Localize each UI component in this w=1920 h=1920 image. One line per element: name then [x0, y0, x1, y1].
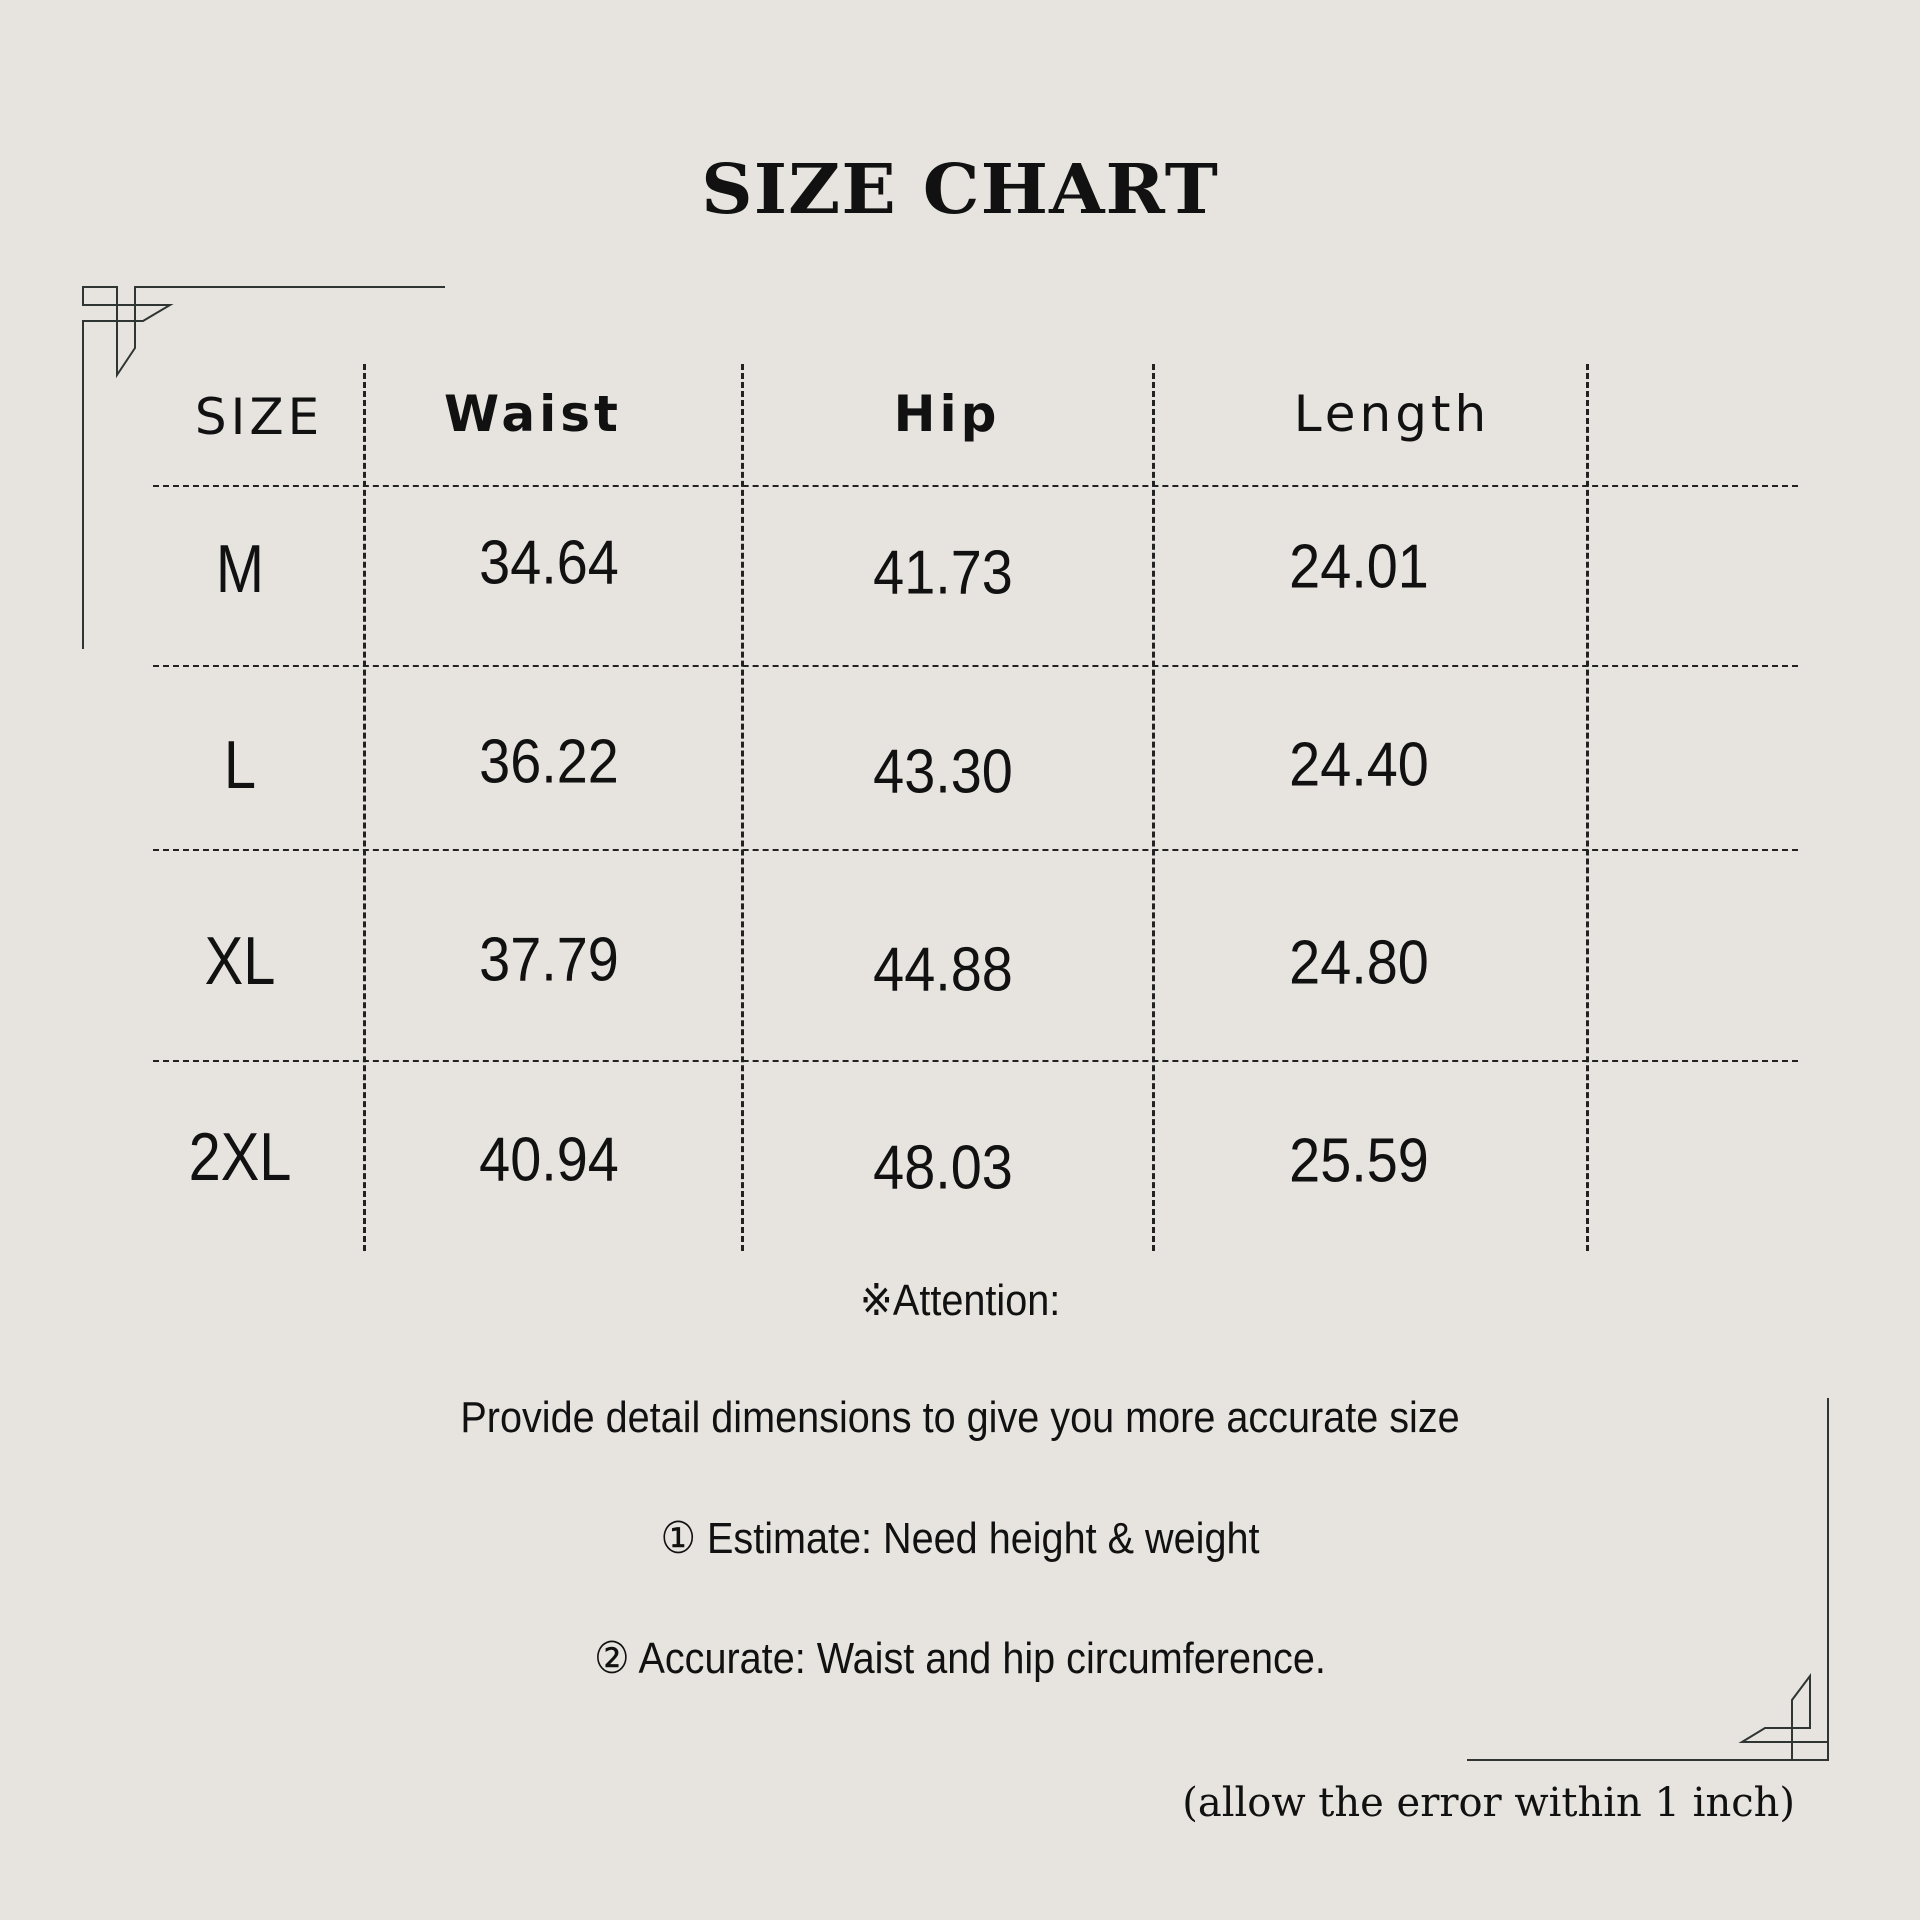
size-cell: M [215, 531, 265, 607]
column-divider [741, 364, 744, 1251]
length-cell: 25.59 [1289, 1126, 1429, 1196]
size-cell: 2XL [188, 1119, 292, 1195]
top-left-ornament-icon [82, 286, 445, 649]
page-title: SIZE CHART [701, 150, 1219, 230]
row-divider [153, 665, 1798, 667]
header-waist: Waist [444, 385, 622, 443]
header-length: Length [1293, 385, 1491, 443]
waist-cell: 34.64 [479, 528, 619, 598]
attention-heading: ※Attention: [859, 1276, 1061, 1325]
waist-cell: 37.79 [479, 925, 619, 995]
column-divider [363, 364, 366, 1251]
note-line-2: ① Estimate: Need height & weight [660, 1514, 1260, 1563]
row-divider [153, 849, 1798, 851]
column-divider [1586, 364, 1589, 1251]
header-hip: Hip [893, 385, 1001, 443]
note-line-1: Provide detail dimensions to give you mo… [460, 1393, 1460, 1442]
hip-cell: 48.03 [873, 1133, 1013, 1203]
length-cell: 24.40 [1289, 730, 1429, 800]
row-divider [153, 1060, 1798, 1062]
bottom-right-ornament-icon [1467, 1398, 1829, 1761]
row-divider [153, 485, 1798, 487]
tolerance-note: (allow the error within 1 inch) [1182, 1780, 1795, 1826]
hip-cell: 43.30 [873, 737, 1013, 807]
header-size: SIZE [194, 388, 324, 446]
hip-cell: 44.88 [873, 935, 1013, 1005]
size-cell: XL [204, 923, 276, 999]
size-cell: L [223, 727, 257, 803]
waist-cell: 36.22 [479, 727, 619, 797]
waist-cell: 40.94 [479, 1125, 619, 1195]
length-cell: 24.01 [1289, 532, 1429, 602]
length-cell: 24.80 [1289, 928, 1429, 998]
hip-cell: 41.73 [873, 538, 1013, 608]
note-line-3: ② Accurate: Waist and hip circumference. [594, 1634, 1326, 1683]
column-divider [1152, 364, 1155, 1251]
